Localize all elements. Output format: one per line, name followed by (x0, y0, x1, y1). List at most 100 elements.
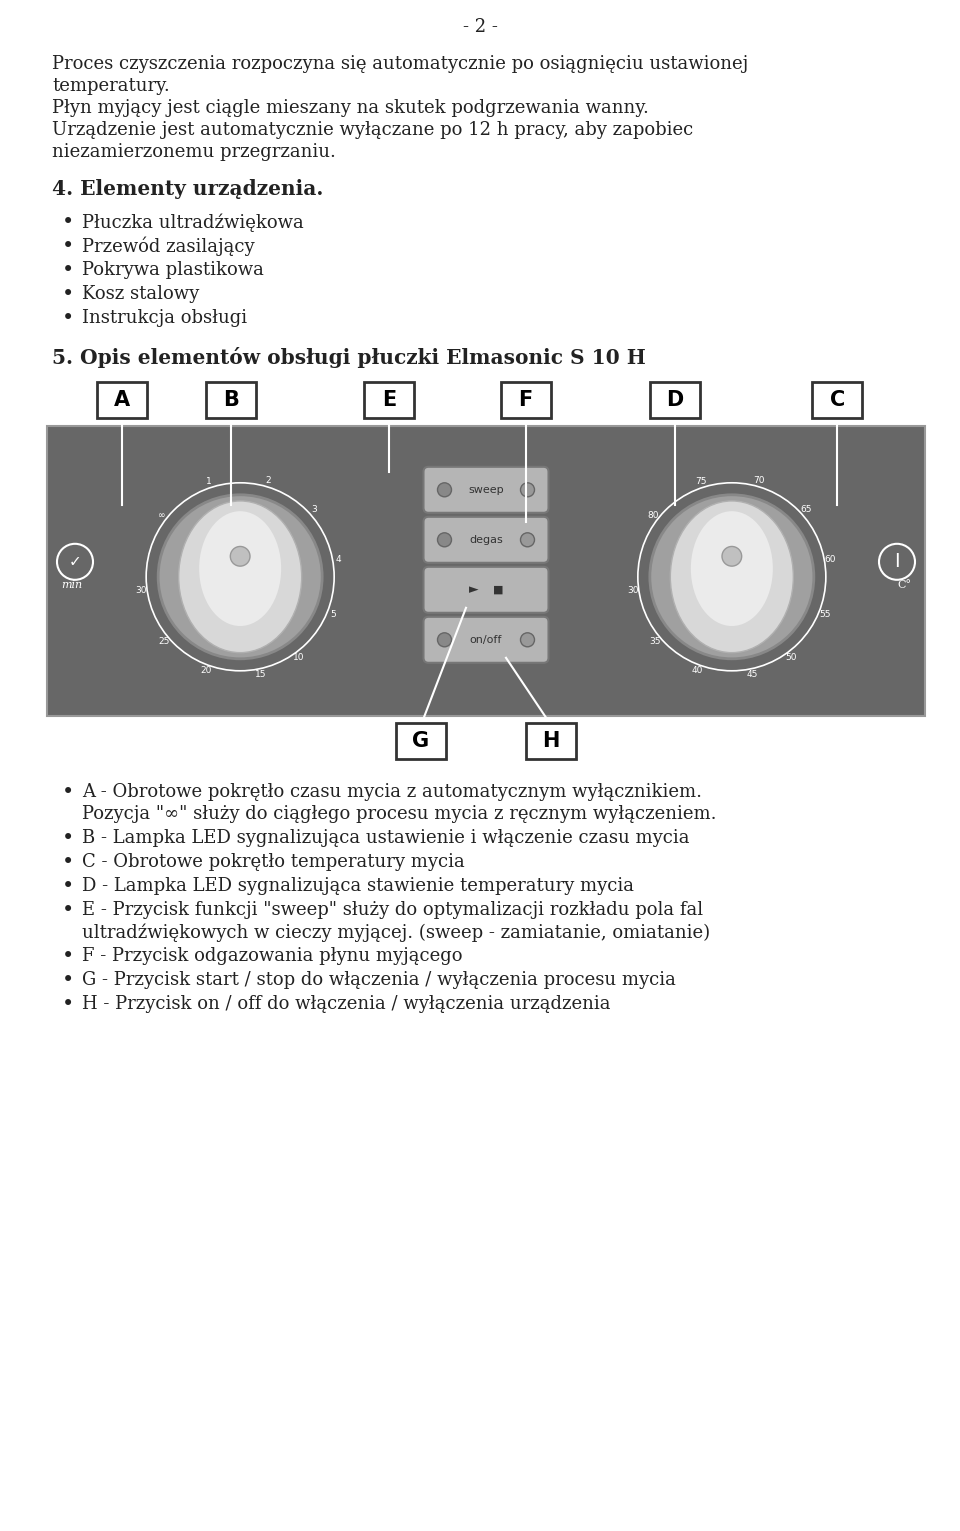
Text: degas: degas (469, 534, 503, 545)
Text: F - Przycisk odgazowania płynu myjącego: F - Przycisk odgazowania płynu myjącego (82, 948, 463, 965)
Ellipse shape (670, 501, 793, 652)
FancyBboxPatch shape (206, 383, 256, 418)
Ellipse shape (199, 511, 281, 626)
Text: •: • (62, 213, 74, 233)
Text: D - Lampka LED sygnalizująca stawienie temperatury mycia: D - Lampka LED sygnalizująca stawienie t… (82, 877, 634, 896)
Text: 20: 20 (201, 666, 211, 675)
Text: •: • (62, 309, 74, 328)
FancyBboxPatch shape (423, 467, 548, 513)
FancyBboxPatch shape (365, 383, 415, 418)
Text: Proces czyszczenia rozpoczyna się automatycznie po osiągnięciu ustawionej: Proces czyszczenia rozpoczyna się automa… (52, 55, 748, 73)
Text: H: H (542, 730, 560, 752)
Text: 60: 60 (825, 554, 836, 563)
Text: 30: 30 (627, 586, 638, 596)
Text: 70: 70 (754, 476, 765, 485)
Text: temperatury.: temperatury. (52, 77, 170, 95)
Text: Pokrywa plastikowa: Pokrywa plastikowa (82, 260, 264, 279)
Text: ►: ► (469, 583, 479, 596)
Text: •: • (62, 902, 74, 920)
Text: ✓: ✓ (68, 554, 82, 570)
Text: C - Obrotowe pokrętło temperatury mycia: C - Obrotowe pokrętło temperatury mycia (82, 853, 465, 871)
Text: Kosz stalowy: Kosz stalowy (82, 285, 200, 303)
Text: •: • (62, 782, 74, 802)
Circle shape (438, 632, 451, 646)
Ellipse shape (179, 501, 301, 652)
Text: E: E (382, 390, 396, 410)
FancyBboxPatch shape (423, 566, 548, 612)
Text: 25: 25 (157, 637, 169, 646)
FancyBboxPatch shape (423, 617, 548, 663)
FancyBboxPatch shape (97, 383, 147, 418)
Circle shape (438, 482, 451, 496)
Text: 30: 30 (135, 586, 147, 596)
Text: A - Obrotowe pokrętło czasu mycia z automatycznym wyłącznikiem.: A - Obrotowe pokrętło czasu mycia z auto… (82, 782, 702, 801)
Text: ∞: ∞ (157, 511, 165, 519)
Text: Płyn myjący jest ciągle mieszany na skutek podgrzewania wanny.: Płyn myjący jest ciągle mieszany na skut… (52, 100, 649, 116)
Text: •: • (62, 995, 74, 1014)
Text: ultradźwiękowych w cieczy myjącej. (sweep - zamiatanie, omiatanie): ultradźwiękowych w cieczy myjącej. (swee… (82, 923, 710, 942)
Circle shape (722, 547, 742, 566)
Text: •: • (62, 237, 74, 256)
Text: sweep: sweep (468, 485, 504, 495)
Ellipse shape (691, 511, 773, 626)
Text: •: • (62, 853, 74, 873)
Text: •: • (62, 971, 74, 991)
Text: Pozycja "∞" służy do ciągłego procesu mycia z ręcznym wyłączeniem.: Pozycja "∞" służy do ciągłego procesu my… (82, 805, 716, 824)
Text: niezamierzonemu przegrzaniu.: niezamierzonemu przegrzaniu. (52, 142, 336, 161)
Circle shape (520, 632, 535, 646)
Text: 10: 10 (293, 654, 304, 663)
Text: Płuczka ultradźwiękowa: Płuczka ultradźwiękowa (82, 213, 303, 231)
Text: •: • (62, 285, 74, 305)
Text: •: • (62, 877, 74, 896)
Text: I: I (894, 553, 900, 571)
FancyBboxPatch shape (526, 723, 576, 759)
Text: - 2 -: - 2 - (463, 18, 497, 37)
Text: Urządzenie jest automatycznie wyłączane po 12 h pracy, aby zapobiec: Urządzenie jest automatycznie wyłączane … (52, 121, 693, 139)
Text: •: • (62, 260, 74, 280)
FancyBboxPatch shape (650, 383, 700, 418)
Text: C: C (829, 390, 845, 410)
Circle shape (158, 495, 323, 658)
Text: 5: 5 (330, 609, 336, 619)
Text: on/off: on/off (469, 635, 502, 645)
Text: B - Lampka LED sygnalizująca ustawienie i włączenie czasu mycia: B - Lampka LED sygnalizująca ustawienie … (82, 828, 689, 847)
Text: 35: 35 (650, 637, 661, 646)
Bar (47, 426, 925, 717)
Circle shape (438, 533, 451, 547)
Text: 80: 80 (647, 511, 659, 519)
Text: D: D (666, 390, 684, 410)
Text: B: B (224, 390, 239, 410)
Text: 55: 55 (819, 609, 830, 619)
Circle shape (520, 533, 535, 547)
Text: H - Przycisk on / off do włączenia / wyłączenia urządzenia: H - Przycisk on / off do włączenia / wył… (82, 995, 611, 1014)
Text: ■: ■ (492, 585, 503, 596)
Text: E - Przycisk funkcji "sweep" służy do optymalizacji rozkładu pola fal: E - Przycisk funkcji "sweep" służy do op… (82, 902, 703, 919)
FancyBboxPatch shape (812, 383, 862, 418)
Text: 75: 75 (695, 478, 707, 487)
Text: 40: 40 (692, 666, 704, 675)
Text: 45: 45 (747, 671, 758, 680)
Text: min: min (61, 580, 83, 589)
Text: Przewód zasilający: Przewód zasilający (82, 237, 254, 257)
Circle shape (650, 495, 814, 658)
Text: •: • (62, 828, 74, 848)
Text: 4: 4 (336, 554, 342, 563)
Text: G - Przycisk start / stop do włączenia / wyłączenia procesu mycia: G - Przycisk start / stop do włączenia /… (82, 971, 676, 989)
Text: 4. Elementy urządzenia.: 4. Elementy urządzenia. (52, 179, 324, 199)
Text: G: G (413, 730, 429, 752)
Text: F: F (518, 390, 533, 410)
FancyBboxPatch shape (423, 517, 548, 563)
Circle shape (520, 482, 535, 496)
Text: 5. Opis elementów obsługi płuczki Elmasonic S 10 H: 5. Opis elementów obsługi płuczki Elmaso… (52, 348, 646, 367)
Text: A: A (113, 390, 130, 410)
Text: 15: 15 (255, 671, 267, 680)
Text: •: • (62, 948, 74, 966)
Text: 65: 65 (801, 505, 812, 514)
Text: 50: 50 (785, 654, 797, 663)
Text: 3: 3 (312, 505, 318, 514)
Text: 1: 1 (206, 478, 212, 487)
Text: 2: 2 (265, 476, 271, 485)
FancyBboxPatch shape (396, 723, 446, 759)
FancyBboxPatch shape (500, 383, 550, 418)
Text: Instrukcja obsługi: Instrukcja obsługi (82, 309, 247, 328)
